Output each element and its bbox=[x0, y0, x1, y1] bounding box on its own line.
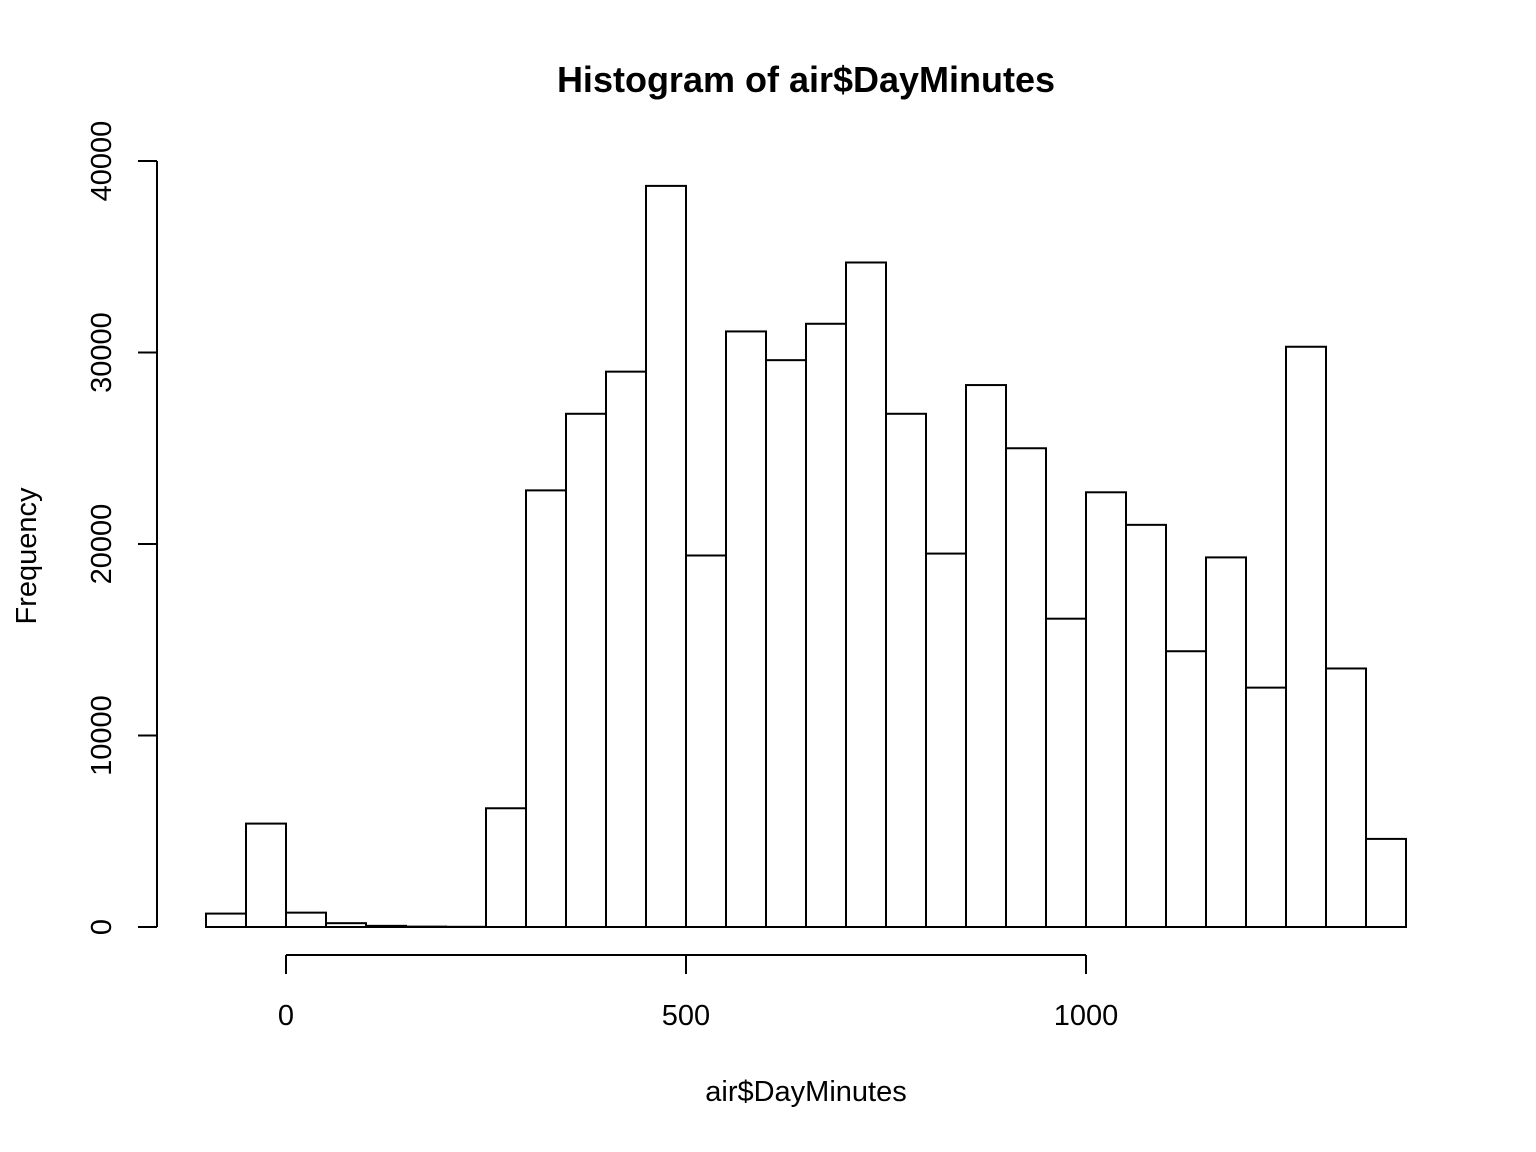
histogram-bar-0 bbox=[205, 912, 247, 928]
histogram-bar-2 bbox=[285, 911, 327, 929]
histogram-bar-4 bbox=[365, 924, 407, 929]
histogram-bar-23 bbox=[1125, 523, 1167, 928]
histogram-bar-16 bbox=[845, 261, 887, 928]
x-tick-label: 1000 bbox=[1054, 1000, 1119, 1032]
y-tick-label: 10000 bbox=[86, 695, 118, 776]
histogram-bar-9 bbox=[565, 412, 607, 928]
y-tick-label: 30000 bbox=[86, 312, 118, 393]
histogram-bar-29 bbox=[1365, 837, 1407, 928]
histogram-bar-25 bbox=[1205, 556, 1247, 929]
histogram-bar-1 bbox=[245, 822, 287, 929]
histogram-bar-14 bbox=[765, 359, 807, 929]
histogram-bar-24 bbox=[1165, 650, 1207, 928]
histogram-bar-13 bbox=[725, 330, 767, 928]
x-axis-label: air$DayMinutes bbox=[705, 1076, 906, 1108]
histogram-bar-18 bbox=[925, 552, 967, 928]
histogram-bar-26 bbox=[1245, 686, 1287, 928]
y-axis: 0 10000 20000 30000 40000 bbox=[86, 121, 158, 935]
histogram-bar-21 bbox=[1045, 617, 1087, 928]
histogram-bar-10 bbox=[605, 370, 647, 928]
histogram-bar-20 bbox=[1005, 447, 1047, 928]
histogram-bars bbox=[205, 184, 1407, 929]
chart-title: Histogram of air$DayMinutes bbox=[557, 59, 1055, 100]
histogram-bar-12 bbox=[685, 554, 727, 928]
histogram-bar-11 bbox=[645, 184, 687, 928]
histogram-bar-8 bbox=[525, 489, 567, 928]
histogram-bar-7 bbox=[485, 807, 527, 929]
y-tick-label: 20000 bbox=[86, 504, 118, 585]
histogram-bar-3 bbox=[325, 922, 367, 928]
y-tick-label: 40000 bbox=[86, 121, 118, 202]
x-axis: 0 500 1000 bbox=[278, 954, 1119, 1032]
y-axis-label: Frequency bbox=[11, 487, 43, 625]
histogram-bar-19 bbox=[965, 384, 1007, 928]
histogram-bar-22 bbox=[1085, 491, 1127, 928]
x-tick-label: 500 bbox=[662, 1000, 710, 1032]
histogram-bar-28 bbox=[1325, 667, 1367, 928]
y-tick-label: 0 bbox=[86, 919, 118, 935]
histogram-bar-27 bbox=[1285, 345, 1327, 928]
x-tick-label: 0 bbox=[278, 1000, 294, 1032]
histogram-bar-15 bbox=[805, 322, 847, 928]
histogram-bar-17 bbox=[885, 412, 927, 928]
